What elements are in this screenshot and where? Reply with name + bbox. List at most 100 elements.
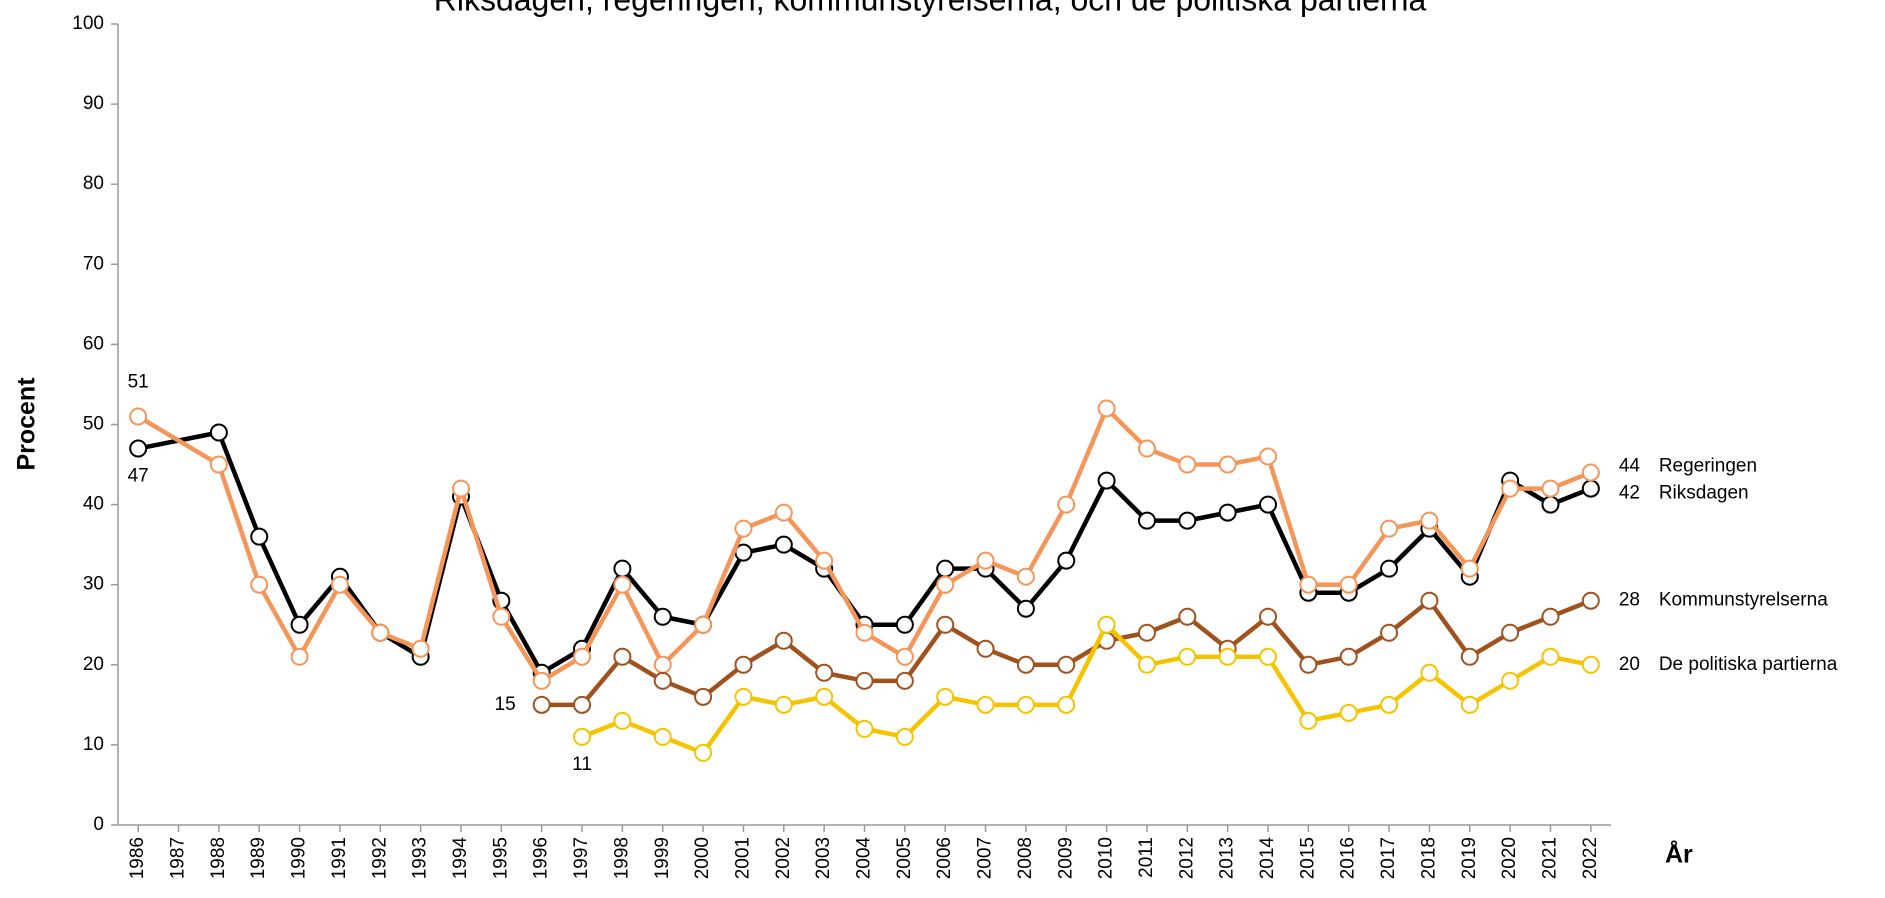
marker <box>1380 559 1399 578</box>
y-tick-label: 60 <box>83 333 104 354</box>
marker <box>1339 575 1358 594</box>
legend-label: De politiska partierna <box>1659 654 1838 675</box>
x-tick-label: 1995 <box>490 837 511 879</box>
marker <box>1460 647 1479 666</box>
marker <box>573 695 592 714</box>
marker <box>371 623 390 642</box>
x-tick-label: 1986 <box>127 837 148 879</box>
x-tick-label: 2013 <box>1217 837 1238 879</box>
marker <box>1299 655 1318 674</box>
marker <box>1259 607 1278 626</box>
marker <box>1420 511 1439 530</box>
marker <box>815 663 834 682</box>
marker <box>129 439 148 458</box>
x-tick-label: 2022 <box>1580 837 1601 879</box>
data-label: 15 <box>495 694 516 715</box>
marker <box>129 407 148 426</box>
marker <box>1339 647 1358 666</box>
marker <box>1460 559 1479 578</box>
marker <box>1016 655 1035 674</box>
marker <box>815 551 834 570</box>
marker <box>1581 591 1600 610</box>
marker <box>573 647 592 666</box>
x-tick-label: 1997 <box>571 837 592 879</box>
marker <box>774 503 793 522</box>
y-tick-label: 0 <box>93 814 104 835</box>
marker <box>250 527 269 546</box>
marker <box>1541 495 1560 514</box>
y-axis-label: Procent <box>13 377 41 471</box>
marker <box>815 687 834 706</box>
marker <box>1541 647 1560 666</box>
x-tick-label: 1991 <box>329 837 350 879</box>
marker <box>1057 695 1076 714</box>
marker <box>774 631 793 650</box>
x-tick-label: 1993 <box>410 837 431 879</box>
marker <box>411 639 430 658</box>
marker <box>1501 671 1520 690</box>
x-tick-label: 2021 <box>1539 837 1560 879</box>
x-tick-label: 2008 <box>1015 837 1036 879</box>
marker <box>1218 455 1237 474</box>
legend-label: Regeringen <box>1659 456 1757 477</box>
marker <box>290 647 309 666</box>
marker <box>1581 463 1600 482</box>
y-tick-label: 70 <box>83 253 104 274</box>
marker <box>936 687 955 706</box>
marker <box>895 727 914 746</box>
x-tick-label: 2012 <box>1176 837 1197 879</box>
marker <box>1460 695 1479 714</box>
marker <box>734 655 753 674</box>
marker <box>1420 663 1439 682</box>
marker <box>1137 439 1156 458</box>
marker <box>1541 479 1560 498</box>
marker <box>1380 695 1399 714</box>
data-label: 20 <box>1619 654 1640 675</box>
x-tick-label: 2019 <box>1459 837 1480 879</box>
marker <box>895 647 914 666</box>
marker <box>774 535 793 554</box>
marker <box>250 575 269 594</box>
marker <box>855 623 874 642</box>
y-tick-label: 40 <box>83 494 104 515</box>
x-tick-label: 1992 <box>369 837 390 879</box>
marker <box>734 519 753 538</box>
marker <box>653 727 672 746</box>
marker <box>1097 615 1116 634</box>
marker <box>1016 599 1035 618</box>
x-tick-label: 2015 <box>1297 837 1318 879</box>
x-tick-label: 2018 <box>1418 837 1439 879</box>
marker <box>1581 655 1600 674</box>
x-tick-label: 2005 <box>894 837 915 879</box>
marker <box>492 607 511 626</box>
marker <box>1259 495 1278 514</box>
marker <box>1137 655 1156 674</box>
x-tick-label: 1990 <box>289 837 310 879</box>
marker <box>1259 447 1278 466</box>
marker <box>855 719 874 738</box>
marker <box>1501 623 1520 642</box>
marker <box>613 575 632 594</box>
data-label: 47 <box>128 466 149 487</box>
marker <box>694 743 713 762</box>
y-tick-label: 50 <box>83 414 104 435</box>
marker <box>1178 511 1197 530</box>
marker <box>573 727 592 746</box>
data-label: 28 <box>1619 590 1640 611</box>
marker <box>694 687 713 706</box>
marker <box>1218 647 1237 666</box>
chart-title: Riksdagen, regeringen, kommunstyrelserna… <box>434 0 1427 17</box>
x-tick-label: 2014 <box>1257 837 1278 880</box>
marker <box>1057 655 1076 674</box>
x-tick-label: 1999 <box>652 837 673 879</box>
marker <box>653 655 672 674</box>
marker <box>1178 607 1197 626</box>
y-tick-label: 100 <box>72 13 104 34</box>
legend-label: Kommunstyrelserna <box>1659 590 1828 611</box>
x-tick-label: 1996 <box>531 837 552 879</box>
marker <box>653 671 672 690</box>
marker <box>1057 551 1076 570</box>
y-tick-label: 30 <box>83 574 104 595</box>
x-tick-label: 2011 <box>1136 837 1157 878</box>
x-tick-label: 2007 <box>975 837 996 879</box>
